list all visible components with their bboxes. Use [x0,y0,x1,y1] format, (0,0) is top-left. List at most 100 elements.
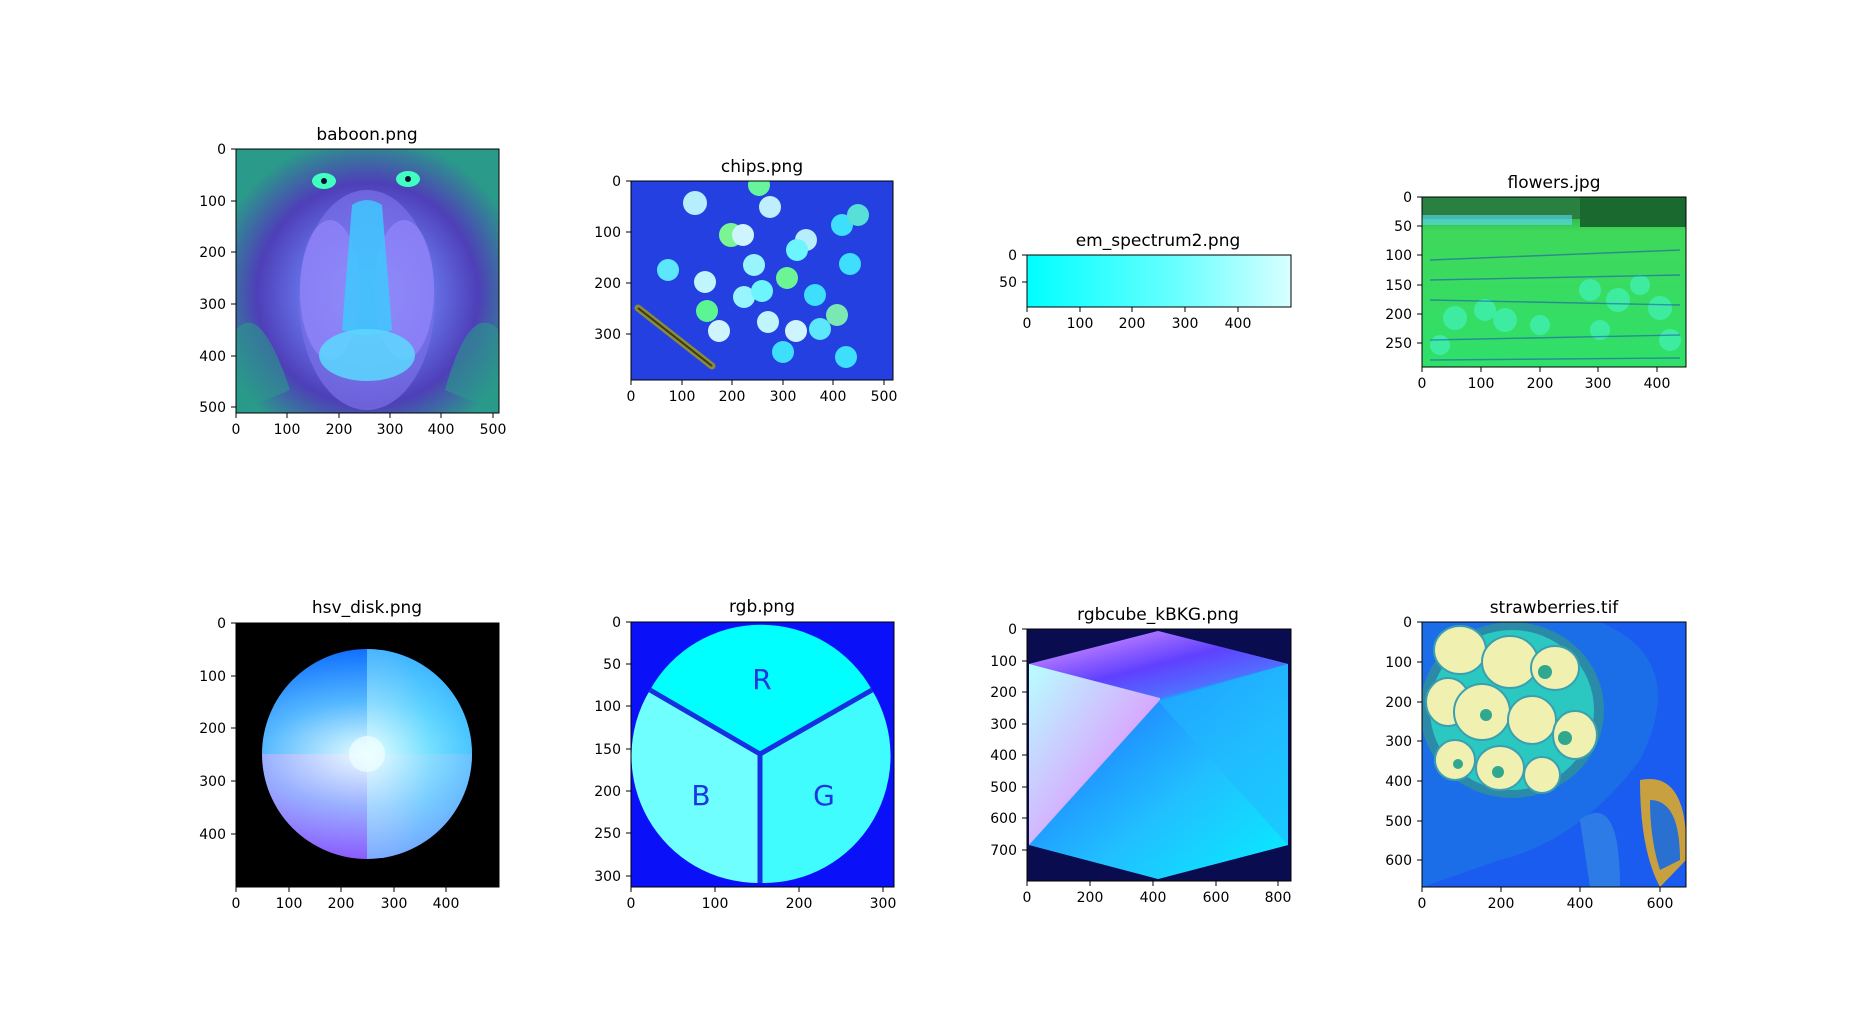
y-tick-label: 400 [1385,774,1412,790]
axes-frame [1421,621,1687,888]
y-tick-label: 100 [990,654,1017,670]
x-tick-label: 200 [1488,896,1515,912]
em-spectrum-image [1027,255,1291,307]
x-tick-label: 300 [1172,316,1199,332]
y-tick-label: 700 [990,843,1017,859]
panel-chips: chips.png [594,157,897,405]
y-tick-label: 500 [1385,814,1412,830]
x-tick-label: 400 [1644,376,1671,392]
y-tick-label: 150 [594,742,621,758]
axes-frame [630,180,894,381]
x-tick-label: 200 [328,896,355,912]
panel-title: em_spectrum2.png [1076,231,1241,251]
y-tick-label: 400 [199,827,226,843]
y-ticks: 0 50 100 150 200 250 300 [594,615,631,885]
y-ticks: 0 100 200 300 400 [199,616,236,843]
y-tick-label: 250 [1385,336,1412,352]
x-tick-label: 600 [1203,890,1230,906]
x-tick-label: 500 [871,389,898,405]
y-tick-label: 400 [199,349,226,365]
panel-title: hsv_disk.png [312,598,422,618]
x-tick-label: 400 [433,896,460,912]
x-tick-label: 0 [232,422,241,438]
y-tick-label: 500 [199,400,226,416]
y-tick-label: 100 [1385,248,1412,264]
panel-title: strawberries.tif [1490,598,1620,618]
y-tick-label: 200 [594,276,621,292]
y-tick-label: 0 [1008,248,1017,264]
panel-title: chips.png [721,157,803,177]
y-tick-label: 0 [217,616,226,632]
y-ticks: 0 100 200 300 400 500 600 [1385,615,1422,869]
panel-rgbcube: rgbcube_kBKG.png 0 200 400 600 800 0 100… [990,605,1292,906]
y-tick-label: 200 [1385,695,1412,711]
y-tick-label: 300 [199,297,226,313]
x-tick-label: 500 [480,422,507,438]
axes-frame [235,622,500,888]
y-tick-label: 50 [999,275,1017,291]
panel-strawberries: strawberries.tif [1385,598,1687,912]
x-tick-label: 400 [428,422,455,438]
panel-title: rgb.png [729,597,795,617]
y-tick-label: 100 [1385,655,1412,671]
panel-hsv-disk: hsv_disk.png 0 100 200 300 400 0 100 200… [199,598,500,912]
panel-title: flowers.jpg [1507,173,1600,193]
y-ticks: 0 50 100 150 200 250 [1385,190,1422,352]
y-ticks: 0 100 200 300 [594,174,631,343]
x-tick-label: 0 [1418,376,1427,392]
x-ticks: 0 100 200 300 400 500 [232,413,507,438]
hsv-disk-image [236,623,499,887]
x-tick-label: 100 [1067,316,1094,332]
x-ticks: 0 200 400 600 800 [1023,881,1292,906]
strawberries-image [1422,622,1686,887]
x-tick-label: 300 [770,389,797,405]
y-ticks: 0 100 200 300 400 500 [199,142,236,416]
y-tick-label: 50 [1394,219,1412,235]
x-ticks: 0 100 200 300 400 [1023,307,1251,332]
x-tick-label: 800 [1265,890,1292,906]
panel-baboon: baboon.png 0 100 200 300 400 500 [199,125,506,438]
x-tick-label: 300 [381,896,408,912]
y-tick-label: 600 [990,811,1017,827]
x-tick-label: 100 [276,896,303,912]
x-ticks: 0 100 200 300 400 [1418,367,1671,392]
x-tick-label: 0 [1418,896,1427,912]
x-tick-label: 400 [820,389,847,405]
panel-rgb: rgb.png R B G 0 100 200 300 0 50 100 150 [594,597,896,912]
x-tick-label: 0 [232,896,241,912]
y-tick-label: 500 [990,780,1017,796]
y-tick-label: 300 [199,774,226,790]
x-tick-label: 300 [377,422,404,438]
y-tick-label: 200 [1385,307,1412,323]
chips-image [631,181,893,380]
x-tick-label: 200 [719,389,746,405]
x-ticks: 0 100 200 300 [627,887,897,912]
y-tick-label: 0 [217,142,226,158]
x-tick-label: 100 [274,422,301,438]
y-tick-label: 0 [1008,622,1017,638]
y-tick-label: 200 [199,245,226,261]
y-tick-label: 200 [199,721,226,737]
x-tick-label: 400 [1567,896,1594,912]
panel-title: rgbcube_kBKG.png [1077,605,1239,625]
y-tick-label: 150 [1385,278,1412,294]
y-tick-label: 50 [603,657,621,673]
x-tick-label: 0 [1023,316,1032,332]
x-tick-label: 0 [627,896,636,912]
y-tick-label: 300 [594,869,621,885]
y-tick-label: 0 [612,615,621,631]
y-tick-label: 0 [612,174,621,190]
x-tick-label: 300 [870,896,897,912]
x-tick-label: 100 [702,896,729,912]
region-label-b: B [691,779,710,812]
x-ticks: 0 100 200 300 400 500 [627,380,898,405]
y-tick-label: 0 [1403,190,1412,206]
x-tick-label: 200 [1077,890,1104,906]
x-tick-label: 300 [1585,376,1612,392]
y-tick-label: 400 [990,748,1017,764]
y-tick-label: 200 [990,685,1017,701]
x-ticks: 0 200 400 600 [1418,887,1673,912]
region-label-r: R [752,663,771,696]
y-ticks: 0 50 [999,248,1027,291]
